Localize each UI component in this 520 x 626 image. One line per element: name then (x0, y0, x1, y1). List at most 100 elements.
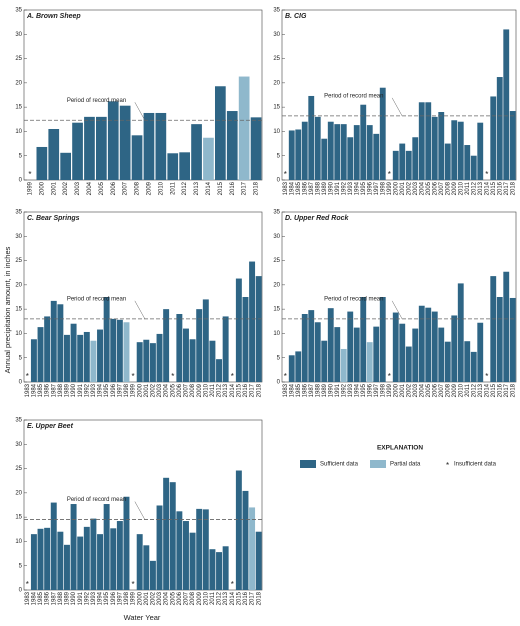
x-tick-label: 1987 (51, 591, 57, 605)
x-tick-label: 2018 (510, 383, 516, 397)
y-tick-label: 35 (15, 418, 22, 424)
bar (90, 340, 97, 382)
bar (30, 339, 37, 382)
bar (156, 333, 163, 382)
insufficient-marker: * (485, 372, 488, 381)
bar (156, 505, 163, 590)
panel-title: C. Bear Springs (27, 215, 80, 222)
bar (182, 328, 189, 382)
x-tick-label: 2008 (445, 181, 451, 195)
y-tick-label: 30 (15, 442, 22, 448)
x-tick-label: 1992 (341, 181, 347, 195)
x-tick-label: 2006 (177, 591, 183, 605)
bar (470, 351, 477, 382)
x-tick-label: 2018 (256, 591, 262, 605)
y-tick-label: 10 (15, 331, 22, 337)
x-tick-label: 1990 (71, 383, 77, 397)
x-tick-label: 2017 (504, 383, 510, 397)
x-tick-label: 2005 (170, 591, 176, 605)
x-tick-label: 2013 (223, 591, 229, 605)
insufficient-marker: * (284, 170, 287, 179)
bar (255, 276, 262, 382)
bar (107, 101, 119, 180)
y-tick-label: 15 (273, 105, 280, 111)
x-tick-label: 2005 (170, 383, 176, 397)
bar (425, 307, 432, 382)
x-tick-label: 1987 (309, 181, 315, 195)
bar (110, 318, 117, 382)
bar (490, 276, 497, 382)
bar (509, 111, 516, 180)
mean-leader (391, 300, 403, 319)
bar (216, 552, 223, 590)
y-tick-label: 25 (273, 56, 280, 62)
bar (216, 359, 223, 382)
y-tick-label: 35 (15, 8, 22, 14)
bar (77, 536, 84, 590)
x-tick-label: 1991 (335, 181, 341, 195)
x-tick-label: 1988 (315, 181, 321, 195)
bar (143, 112, 155, 180)
plot-frame (281, 9, 517, 181)
x-tick-label: 2002 (150, 383, 156, 397)
bar (431, 311, 438, 382)
mean-label: Period of record mean (67, 98, 126, 104)
x-tick-label: 2014 (230, 591, 236, 605)
x-tick-label: 2008 (445, 383, 451, 397)
bar (238, 76, 250, 180)
y-tick-label: 0 (19, 178, 23, 184)
bar (143, 339, 150, 382)
legend-label: Insufficient data (454, 462, 497, 468)
x-tick-label: 1996 (111, 383, 117, 397)
x-tick-label: 1984 (289, 181, 295, 195)
legend-swatch (300, 460, 316, 468)
x-tick-label: 1994 (98, 383, 104, 397)
x-tick-label: 1983 (283, 181, 289, 195)
y-tick-label: 15 (15, 307, 22, 313)
x-tick-label: 2009 (147, 181, 153, 195)
bar (131, 135, 143, 180)
y-axis-label: Annual precipitation amount, in inches (3, 246, 12, 373)
x-tick-label: 1994 (98, 591, 104, 605)
x-tick-label: 1983 (25, 591, 31, 605)
x-tick-label: 1989 (322, 383, 328, 397)
bar (327, 308, 334, 382)
bar (250, 117, 262, 180)
y-tick-label: 35 (15, 210, 22, 216)
x-tick-label: 1984 (31, 591, 37, 605)
x-tick-label: 2006 (432, 383, 438, 397)
y-tick-label: 35 (273, 8, 280, 14)
bar (464, 341, 471, 382)
x-tick-label: 2001 (51, 181, 57, 195)
bar (353, 125, 360, 180)
plot-frame (23, 9, 263, 181)
bar (314, 322, 321, 382)
y-tick-label: 5 (19, 355, 23, 361)
x-tick-label: 2004 (419, 181, 425, 195)
y-tick-label: 20 (15, 282, 22, 288)
x-tick-label: 2011 (465, 181, 471, 195)
y-tick-label: 30 (273, 234, 280, 240)
bar (418, 102, 425, 180)
bar (63, 544, 70, 590)
x-tick-label: 1999 (387, 181, 393, 195)
x-tick-label: 2016 (230, 181, 236, 195)
bar (214, 86, 226, 180)
bar (222, 546, 229, 590)
x-tick-label: 2013 (478, 383, 484, 397)
x-tick-label: 2000 (137, 591, 143, 605)
bar (373, 326, 380, 382)
x-tick-label: 2001 (144, 591, 150, 605)
x-tick-label: 2003 (413, 181, 419, 195)
y-tick-label: 10 (273, 129, 280, 135)
x-tick-label: 2005 (426, 383, 432, 397)
bar (321, 340, 328, 382)
x-tick-label: 2014 (206, 181, 212, 195)
x-tick-label: 1991 (78, 383, 84, 397)
x-tick-label: 1986 (302, 383, 308, 397)
x-tick-label: 1997 (117, 383, 123, 397)
x-tick-label: 2014 (484, 383, 490, 397)
mean-leader (134, 102, 146, 121)
x-tick-label: 2006 (432, 181, 438, 195)
